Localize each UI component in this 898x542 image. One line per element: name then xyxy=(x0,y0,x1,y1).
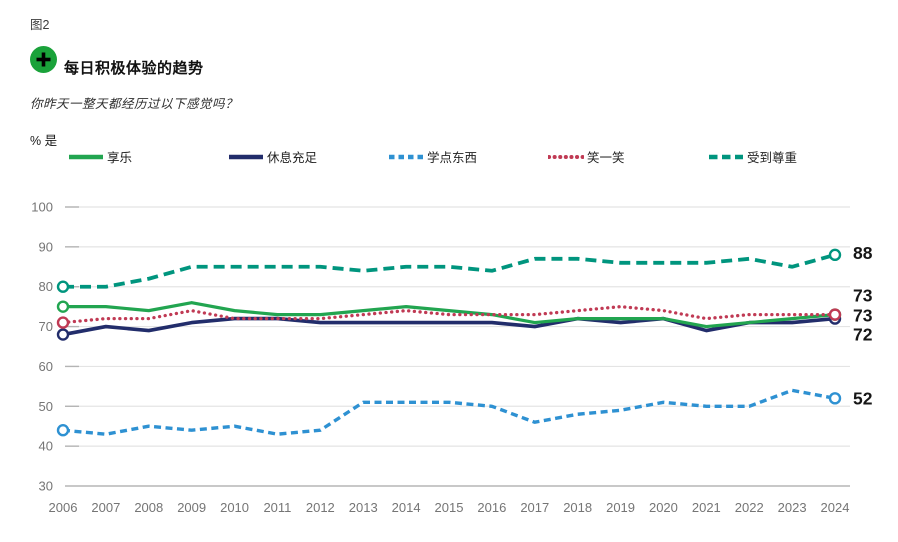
end-value-label-learned-something: 52 xyxy=(853,388,873,408)
legend-label-learned-something: 学点东西 xyxy=(427,151,478,165)
start-marker-enjoyment xyxy=(56,300,70,313)
y-tick-label-90: 90 xyxy=(39,239,53,254)
x-tick-label-2018: 2018 xyxy=(563,500,592,515)
y-tick-label-60: 60 xyxy=(39,359,53,374)
survey-question: 你昨天一整天都经历过以下感觉吗？ xyxy=(30,97,239,111)
x-tick-label-2017: 2017 xyxy=(520,500,549,515)
legend-label-smile-laugh: 笑一笑 xyxy=(587,151,625,165)
x-tick-label-2023: 2023 xyxy=(778,500,807,515)
series-line-learned-something xyxy=(62,388,836,436)
end-value-label-enjoyment: 73 xyxy=(853,286,873,306)
x-tick-label-2013: 2013 xyxy=(349,500,378,515)
legend-label-well-rested: 休息充足 xyxy=(267,151,318,165)
legend-swatch-smile-laugh xyxy=(548,154,584,159)
legend-item-smile-laugh: 笑一笑 xyxy=(548,147,708,166)
figure-number: 图2 xyxy=(30,18,50,32)
legend-item-enjoyment: 享乐 xyxy=(68,147,228,166)
start-marker-learned-something xyxy=(56,424,70,437)
legend-swatch-treated-with-respect xyxy=(709,154,743,159)
chart-legend: 享乐 休息充足 学点东西 笑一笑 受到尊重 xyxy=(68,147,868,166)
start-marker-treated-with-respect xyxy=(56,280,70,293)
y-tick-label-100: 100 xyxy=(31,200,53,215)
x-tick-label-2021: 2021 xyxy=(692,500,721,515)
y-tick-label-30: 30 xyxy=(39,479,53,494)
x-tick-label-2007: 2007 xyxy=(91,500,120,515)
legend-item-treated-with-respect: 受到尊重 xyxy=(708,147,868,166)
series-line-well-rested xyxy=(62,316,836,337)
x-tick-label-2011: 2011 xyxy=(263,500,291,515)
legend-item-well-rested: 休息充足 xyxy=(228,147,388,166)
series-line-smile-laugh xyxy=(61,304,837,325)
legend-swatch-enjoyment xyxy=(69,154,103,159)
end-value-label-well-rested: 72 xyxy=(853,325,873,345)
legend-swatch-well-rested xyxy=(229,154,263,159)
legend-item-learned-something: 学点东西 xyxy=(388,147,548,166)
plus-circle-icon xyxy=(30,46,57,73)
unit-label: % 是 xyxy=(30,134,58,148)
legend-label-enjoyment: 享乐 xyxy=(107,151,133,165)
x-tick-label-2009: 2009 xyxy=(177,500,206,515)
end-marker-smile-laugh xyxy=(828,308,842,321)
x-tick-label-2015: 2015 xyxy=(435,500,464,515)
x-tick-label-2008: 2008 xyxy=(134,500,163,515)
x-tick-label-2022: 2022 xyxy=(735,500,764,515)
end-value-label-smile-laugh: 73 xyxy=(853,306,873,326)
x-tick-label-2010: 2010 xyxy=(220,500,249,515)
x-tick-label-2020: 2020 xyxy=(649,500,678,515)
y-tick-label-40: 40 xyxy=(39,439,53,454)
legend-label-treated-with-respect: 受到尊重 xyxy=(747,151,798,165)
series-line-enjoyment xyxy=(63,301,836,329)
y-tick-label-80: 80 xyxy=(39,279,53,294)
y-tick-label-50: 50 xyxy=(39,399,53,414)
end-value-label-treated-with-respect: 88 xyxy=(853,243,873,263)
x-tick-label-2016: 2016 xyxy=(477,500,506,515)
series-line-treated-with-respect xyxy=(63,252,836,289)
start-marker-well-rested xyxy=(56,328,70,341)
x-tick-label-2014: 2014 xyxy=(392,500,421,515)
x-tick-label-2012: 2012 xyxy=(306,500,335,515)
x-tick-label-2019: 2019 xyxy=(606,500,635,515)
x-tick-label-2006: 2006 xyxy=(49,500,78,515)
plus-circle-icon-svg xyxy=(30,46,57,73)
y-tick-label-70: 70 xyxy=(39,319,53,334)
x-tick-label-2024: 2024 xyxy=(821,500,850,515)
end-marker-treated-with-respect xyxy=(828,248,842,262)
end-marker-learned-something xyxy=(828,392,842,405)
start-marker-smile-laugh xyxy=(56,316,70,329)
page-title: 每日积极体验的趋势 xyxy=(64,60,204,77)
